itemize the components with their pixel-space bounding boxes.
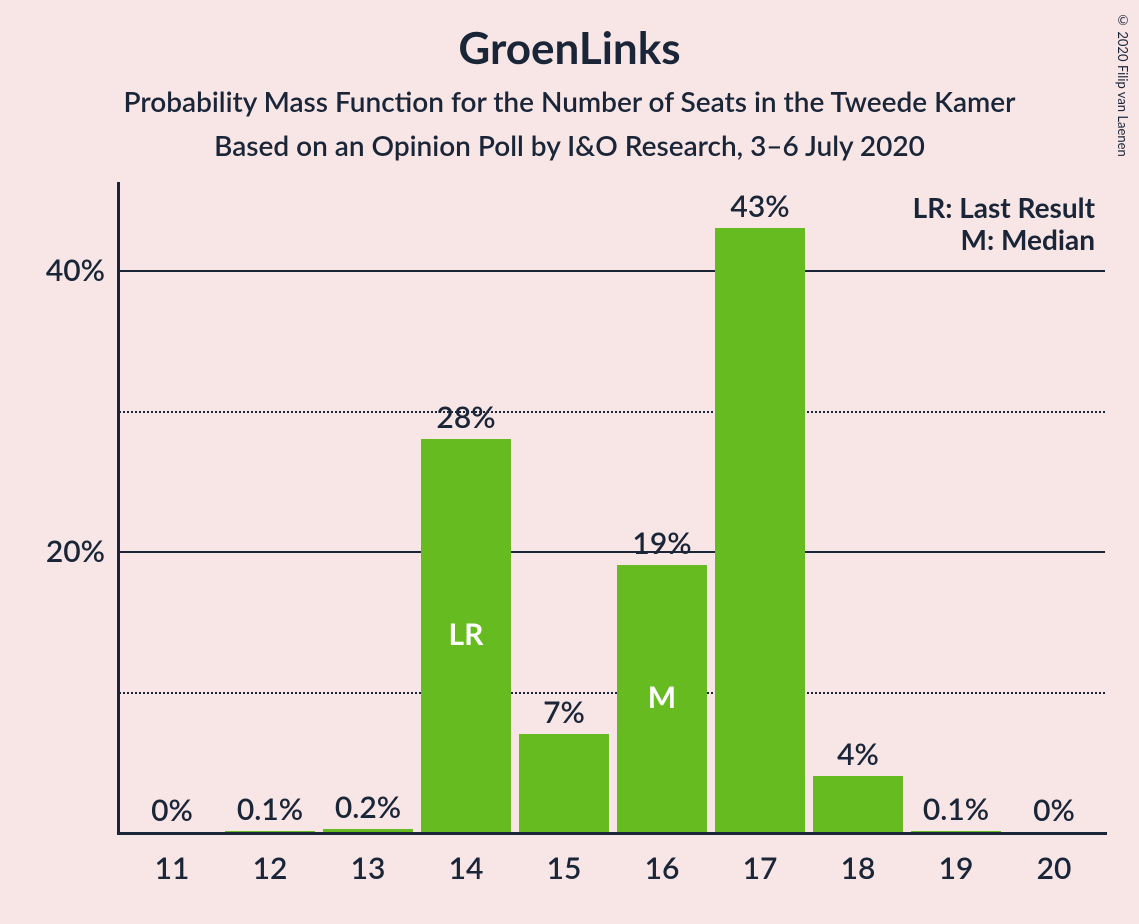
bar [225,831,315,832]
chart-title: GroenLinks [0,22,1139,74]
bar-value-label: 0% [995,792,1113,828]
y-tick-label: 20% [15,533,105,569]
bar: LR [421,439,511,832]
bar [911,831,1001,832]
y-axis [117,182,120,832]
bar-value-label: 7% [505,694,623,730]
bar [519,734,609,832]
bar-value-label: 43% [701,188,819,224]
x-tick-label: 16 [613,850,711,886]
x-tick-label: 18 [809,850,907,886]
x-tick-label: 15 [515,850,613,886]
copyright-text: © 2020 Filip van Laenen [1115,12,1131,157]
plot-area: 20%40%0%110.1%120.2%13LR28%147%15M19%164… [115,200,1105,832]
x-tick-label: 12 [221,850,319,886]
legend-line-1: LR: Last Result [913,190,1095,224]
x-tick-label: 20 [1005,850,1103,886]
gridline-minor [119,411,1105,413]
bar: M [617,565,707,832]
gridline-major [119,270,1105,272]
legend-line-2: M: Median [961,222,1095,256]
chart-subtitle-2: Based on an Opinion Poll by I&O Research… [0,128,1139,162]
x-tick-label: 14 [417,850,515,886]
x-tick-label: 11 [123,850,221,886]
bar [323,829,413,832]
bar-value-label: 4% [799,736,917,772]
x-axis [117,832,1107,835]
bar-value-label: 19% [603,525,721,561]
chart-subtitle-1: Probability Mass Function for the Number… [0,84,1139,118]
bar-value-label: 28% [407,399,525,435]
x-tick-label: 17 [711,850,809,886]
bar-value-label: 0.2% [309,789,427,825]
x-tick-label: 13 [319,850,417,886]
x-tick-label: 19 [907,850,1005,886]
bar-annotation: M [617,679,707,715]
bar-annotation: LR [421,616,511,652]
y-tick-label: 40% [15,252,105,288]
chart-container: GroenLinks Probability Mass Function for… [0,0,1139,924]
bar [715,228,805,832]
bar [813,776,903,832]
